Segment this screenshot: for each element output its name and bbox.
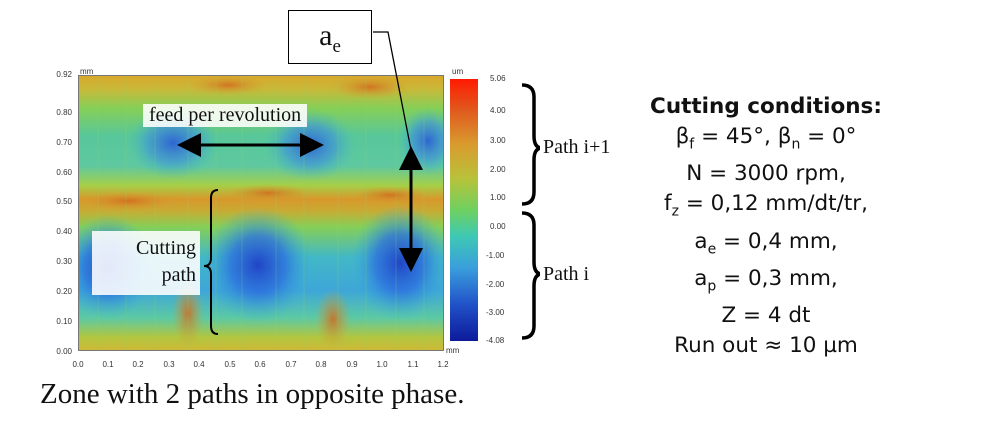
- y-tick: 0.20: [56, 287, 72, 296]
- y-tick: 0.70: [56, 138, 72, 147]
- colorbar-tick: 5.06: [490, 74, 506, 83]
- ap-value: = 0,3 mm,: [716, 265, 838, 291]
- fz-symbol: f: [664, 191, 672, 217]
- colorbar: [450, 79, 478, 341]
- ae-label-main: a: [319, 19, 333, 52]
- path-upper-label: Path i+1: [540, 136, 614, 159]
- x-tick: 0.0: [72, 360, 84, 369]
- feed-label: feed per revolution: [143, 104, 308, 127]
- ae-label-sub: e: [332, 36, 341, 57]
- path-lower-label: Path i: [540, 263, 593, 286]
- y-tick: 0.40: [56, 227, 72, 236]
- path-upper-text: Path i+1: [543, 136, 611, 158]
- y-tick: 0.60: [56, 168, 72, 177]
- x-tick: 0.7: [285, 360, 297, 369]
- cutting-path-line1: Cutting: [135, 237, 196, 259]
- beta-f-sub: f: [689, 136, 695, 153]
- beta-n-value: = 0°: [800, 124, 857, 149]
- beta-n-symbol: β: [777, 124, 792, 149]
- colorbar-unit: um: [452, 67, 464, 76]
- y-tick: 0.30: [56, 257, 72, 266]
- x-tick: 0.1: [102, 360, 114, 369]
- y-axis-ticks: 0.92 0.80 0.70 0.60 0.50 0.40 0.30 0.20 …: [44, 0, 72, 435]
- unit-right: mm: [446, 346, 460, 355]
- colorbar-tick: -2.00: [486, 280, 505, 289]
- cutting-path-label: Cutting path: [92, 231, 200, 295]
- fz-sub: z: [671, 203, 679, 220]
- cutting-path-line2: path: [161, 264, 196, 286]
- x-tick: 0.3: [163, 360, 175, 369]
- ae-leader-line: [373, 31, 412, 151]
- x-tick: 0.4: [193, 360, 205, 369]
- y-tick: 0.80: [56, 108, 72, 117]
- beta-f-value: = 45°,: [694, 124, 778, 149]
- y-tick: 0.50: [56, 197, 72, 206]
- feed-label-text: feed per revolution: [149, 104, 302, 126]
- colorbar-tick: -3.00: [486, 308, 505, 317]
- conditions-angles: βf = 45°, βn = 0°: [632, 122, 900, 159]
- beta-f-symbol: β: [675, 124, 690, 149]
- y-tick: 0.92: [56, 70, 72, 79]
- conditions-feed: fz = 0,12 mm/dt/tr,: [632, 189, 900, 226]
- x-tick: 1.2: [437, 360, 449, 369]
- ae-sub: e: [707, 240, 717, 257]
- cutting-conditions: Cutting conditions: βf = 45°, βn = 0° N …: [632, 92, 900, 361]
- ae-symbol: a: [694, 228, 708, 254]
- colorbar-tick: 4.00: [490, 106, 506, 115]
- x-tick: 0.6: [254, 360, 266, 369]
- colorbar-tick: 1.00: [490, 193, 506, 202]
- path-lower-text: Path i: [543, 263, 590, 285]
- x-tick: 0.8: [315, 360, 327, 369]
- cutting-path-brace: [203, 189, 219, 335]
- colorbar-tick: 3.00: [490, 136, 506, 145]
- x-tick: 1.1: [407, 360, 419, 369]
- ae-value: = 0,4 mm,: [716, 228, 838, 254]
- figure-caption: Zone with 2 paths in opposite phase.: [40, 378, 465, 410]
- beta-n-sub: n: [791, 136, 801, 153]
- conditions-ap: ap = 0,3 mm,: [632, 264, 900, 301]
- colorbar-tick: -4.08: [486, 336, 505, 345]
- ae-label-box: ae: [288, 10, 372, 64]
- conditions-speed: N = 3000 rpm,: [686, 161, 846, 187]
- x-tick: 1.0: [376, 360, 388, 369]
- path-lower-brace: [521, 211, 543, 340]
- x-tick: 0.5: [224, 360, 236, 369]
- unit-left: mm: [80, 67, 94, 76]
- fz-value: = 0,12 mm/dt/tr,: [678, 191, 868, 217]
- y-tick: 0.00: [56, 347, 72, 356]
- conditions-runout: Run out ≈ 10 µm: [674, 333, 858, 359]
- conditions-title: Cutting conditions:: [650, 94, 882, 119]
- ap-sub: p: [707, 278, 717, 295]
- ap-symbol: a: [694, 265, 708, 291]
- x-axis-ticks: 0.0 0.1 0.2 0.3 0.4 0.5 0.6 0.7 0.8 0.9 …: [0, 360, 470, 372]
- colorbar-tick: -1.00: [486, 251, 505, 260]
- y-tick: 0.10: [56, 317, 72, 326]
- x-tick: 0.9: [346, 360, 358, 369]
- x-tick: 0.2: [132, 360, 144, 369]
- colorbar-tick: 2.00: [490, 165, 506, 174]
- path-upper-brace: [521, 83, 543, 206]
- conditions-ae: ae = 0,4 mm,: [632, 227, 900, 264]
- colorbar-ticks: 5.06 4.00 3.00 2.00 1.00 0.00 -1.00 -2.0…: [482, 0, 522, 435]
- colorbar-tick: 0.00: [490, 222, 506, 231]
- conditions-teeth: Z = 4 dt: [721, 303, 811, 329]
